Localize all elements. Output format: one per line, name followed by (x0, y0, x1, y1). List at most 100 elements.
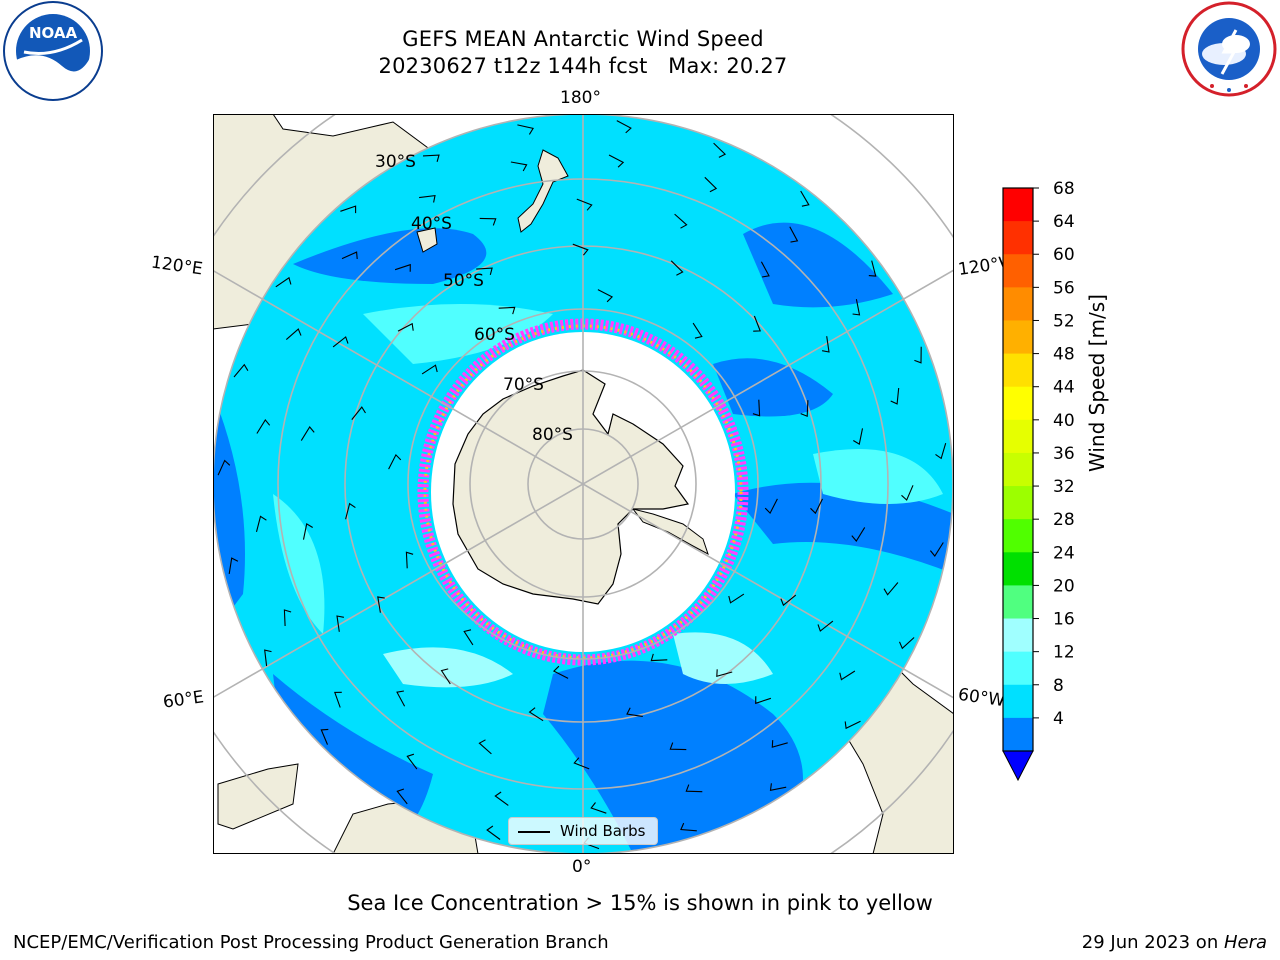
chart-subtitle: 20230627 t12z 144h fcst Max: 20.27 (378, 54, 788, 78)
wind-band-12-16-b (273, 494, 325, 634)
map-frame (213, 114, 954, 854)
wind-barb (345, 502, 356, 520)
wind-barb (868, 260, 877, 277)
wind-barb (839, 670, 856, 681)
wind-barb (626, 707, 643, 717)
colorbar-tick-label: 60 (1053, 245, 1075, 265)
colorbar-segment (1003, 519, 1033, 553)
wind-barb (528, 707, 544, 722)
lat-label-30s: 30°S (375, 152, 416, 172)
wind-barb (300, 426, 315, 441)
footer-host: Hera (1223, 932, 1267, 953)
wind-barb (597, 289, 614, 303)
wind-barb (228, 557, 239, 574)
wind-barb (422, 154, 440, 162)
wind-barb (552, 665, 569, 679)
colorbar-segment (1003, 684, 1033, 719)
wind-barb (377, 596, 385, 613)
wind-barb (478, 739, 492, 755)
wind-barb (340, 205, 357, 214)
wind-barb (388, 453, 402, 470)
wind-barb (901, 485, 914, 501)
noaa-logo-text: NOAA (29, 24, 78, 42)
colorbar-segment (1003, 221, 1033, 255)
wind-barb (440, 668, 451, 685)
madagascar-land (217, 763, 299, 830)
wind-barb (890, 387, 900, 405)
antarctica-land (452, 369, 690, 605)
colorbar-segment (1003, 353, 1033, 388)
wind-barb (769, 783, 787, 791)
wind-band-4-8-east (713, 358, 833, 417)
wind-barb (713, 142, 727, 158)
wind-barb (576, 198, 593, 211)
wind-band-4-8-north (293, 228, 487, 284)
wind-barb (852, 299, 861, 316)
wind-barb (821, 336, 830, 353)
wind-barb (800, 400, 809, 417)
wind-barb (851, 527, 866, 542)
wind-barb (476, 267, 493, 276)
wind-barb (256, 418, 271, 434)
colorbar-outline (1002, 187, 1034, 752)
wind-barb (716, 669, 733, 678)
wind-barb (498, 306, 516, 315)
lon-label-0: 0° (572, 857, 592, 877)
lat-label-70s: 70°S (503, 375, 544, 395)
antarctic-peninsula (631, 508, 709, 556)
colorbar-tick-label: 28 (1053, 510, 1075, 530)
colorbar-segment (1003, 386, 1033, 421)
legend-label: Wind Barbs (560, 822, 646, 840)
wind-barb (486, 825, 501, 840)
wind-barb (853, 428, 864, 445)
wind-barb (510, 161, 528, 172)
colorbar-tick-label: 16 (1053, 610, 1075, 630)
wind-barb (753, 315, 761, 332)
wind-barb (898, 637, 915, 650)
wind-barb (844, 720, 861, 730)
wind-band-16-20-b (673, 632, 773, 684)
wind-barb (674, 213, 688, 229)
wind-band-4-8-southeast (733, 482, 953, 574)
colorbar-tick-label: 24 (1053, 543, 1075, 563)
chart-title: GEFS MEAN Antarctic Wind Speed (402, 27, 764, 51)
wind-barb (817, 620, 834, 632)
footer-date-text: 29 Jun 2023 on (1081, 932, 1224, 953)
colorbar-under-arrow (1002, 750, 1034, 782)
wind-barb (320, 728, 329, 745)
colorbar-tick-label: 56 (1053, 278, 1075, 298)
wind-band-4-8-south (543, 660, 803, 853)
wind-barb (755, 696, 772, 705)
wind-barb (463, 629, 474, 646)
colorbar-segment (1003, 486, 1033, 520)
wind-barb (351, 406, 366, 420)
colorbar-segment (1003, 717, 1033, 752)
colorbar-tick-label: 68 (1053, 180, 1075, 199)
wind-barb (421, 364, 438, 375)
wind-barb (517, 124, 534, 135)
graticule (214, 115, 953, 853)
lat-label-60s: 60°S (474, 325, 515, 345)
colorbar-segment (1003, 651, 1033, 686)
colorbar-segment (1003, 320, 1033, 355)
wind-barb (264, 649, 272, 667)
wind-barb (680, 822, 697, 832)
wind-barb (217, 459, 231, 476)
wind-barb (572, 243, 589, 256)
colorbar-segment (1003, 585, 1033, 620)
colorbar-tick-label: 32 (1053, 477, 1075, 497)
wind-barb (760, 261, 770, 278)
wind-barb (396, 788, 408, 805)
colorbar-tick-label: 8 (1053, 676, 1064, 696)
lat-label-50s: 50°S (443, 271, 484, 291)
wind-barb (405, 551, 414, 569)
wind-barb (233, 363, 249, 378)
wind-barb (704, 176, 718, 193)
wind-barb (728, 593, 745, 604)
footer-branch: NCEP/EMC/Verification Post Processing Pr… (13, 932, 609, 953)
wind-barb (800, 190, 810, 207)
wind-barb (341, 251, 358, 260)
wind-barb (394, 263, 411, 272)
legend-line-swatch (518, 831, 550, 833)
wind-barb (669, 742, 687, 751)
